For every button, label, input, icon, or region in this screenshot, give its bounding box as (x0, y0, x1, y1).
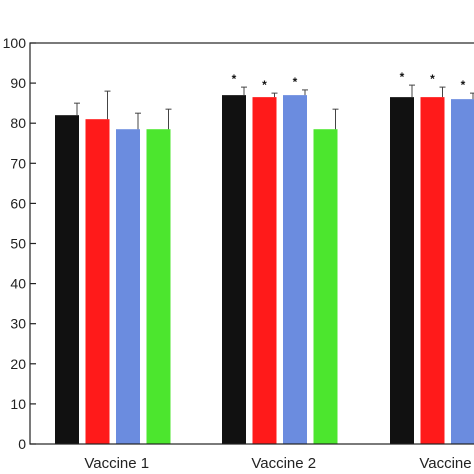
significance-marker: * (400, 70, 405, 84)
bar (116, 129, 140, 444)
bar (222, 95, 246, 444)
bars (55, 95, 474, 445)
significance-marker: * (430, 72, 435, 86)
significance-marker: * (262, 78, 267, 92)
y-tick-label: 60 (10, 195, 26, 211)
y-tick-label: 50 (10, 236, 26, 252)
bar (313, 129, 338, 444)
bar (390, 97, 414, 444)
y-tick-label: 70 (10, 155, 26, 171)
bar (85, 119, 110, 444)
significance-marker: * (293, 75, 298, 89)
significance-marker: * (461, 78, 466, 92)
bar (252, 97, 277, 444)
y-tick-label: 0 (18, 436, 26, 452)
bar (146, 129, 171, 444)
bar (420, 97, 445, 444)
category-label: Vaccine 2 (251, 455, 316, 472)
y-tick-label: 30 (10, 316, 26, 332)
x-axis-categories: Vaccine 1 Vaccine 2 Vaccine 3 (84, 455, 474, 472)
significance-markers: * * * * * * (232, 70, 466, 92)
y-tick-label: 10 (10, 396, 26, 412)
category-label: Vaccine 3 (419, 455, 474, 472)
y-tick-label: 40 (10, 276, 26, 292)
y-axis-ticks: 0 10 20 30 40 50 60 70 80 90 100 (3, 35, 36, 452)
category-label: Vaccine 1 (84, 455, 149, 472)
significance-marker: * (232, 72, 237, 86)
y-tick-label: 90 (10, 75, 26, 91)
bar (451, 99, 474, 444)
error-bars (74, 84, 474, 130)
y-tick-label: 100 (3, 35, 27, 51)
bar (55, 115, 79, 445)
bar (283, 95, 307, 444)
y-tick-label: 20 (10, 356, 26, 372)
plot-frame (29, 42, 474, 445)
y-tick-label: 80 (10, 115, 26, 131)
